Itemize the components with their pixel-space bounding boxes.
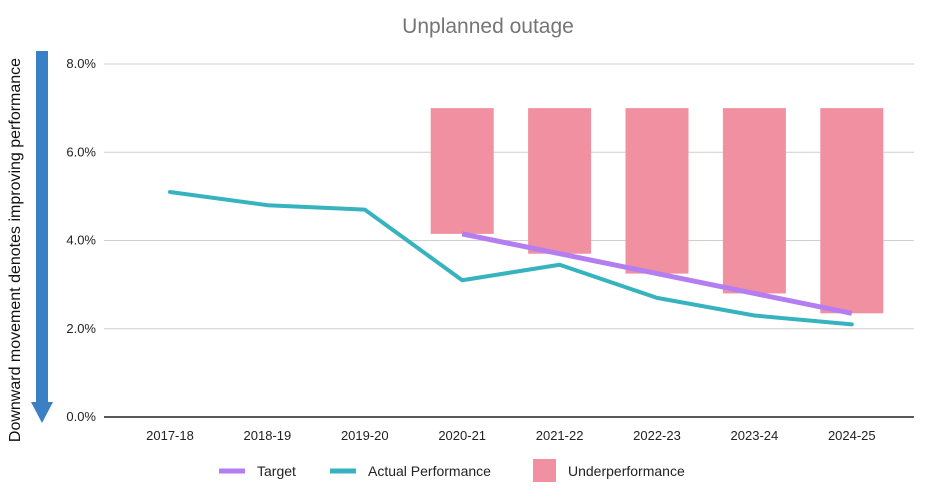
x-tick-label: 2021-22 <box>536 428 584 443</box>
x-tick-label: 2018-19 <box>244 428 292 443</box>
underperformance-bars <box>430 108 884 314</box>
chart-title: Unplanned outage <box>402 15 574 38</box>
underperformance-bar <box>820 108 884 314</box>
series-lines <box>168 189 854 327</box>
legend-label-actual: Actual Performance <box>368 463 491 479</box>
y-tick-label: 2.0% <box>66 321 96 336</box>
y-tick-label: 4.0% <box>66 233 96 248</box>
side-annotation: Downward movement denotes improving perf… <box>7 51 53 442</box>
y-tick-label: 0.0% <box>66 409 96 424</box>
x-axis-ticks: 2017-18 2018-19 2019-20 2020-21 2021-22 2022-… <box>146 428 876 443</box>
y-tick-label: 6.0% <box>66 144 96 159</box>
down-arrow-icon <box>31 402 53 423</box>
y-axis-ticks: 0.0% 2.0% 4.0% 6.0% 8.0% <box>66 56 96 424</box>
gridlines <box>104 63 914 330</box>
underperformance-bar <box>430 108 494 234</box>
actual-performance-line <box>168 189 854 327</box>
y-tick-label: 8.0% <box>66 56 96 71</box>
x-tick-label: 2017-18 <box>146 428 194 443</box>
x-tick-label: 2020-21 <box>438 428 486 443</box>
underperformance-bar <box>625 108 689 274</box>
legend: Target Actual Performance Underperformance <box>219 459 685 482</box>
side-annotation-label: Downward movement denotes improving perf… <box>7 58 24 442</box>
x-tick-label: 2024-25 <box>828 428 876 443</box>
underperformance-bar <box>528 108 592 254</box>
x-tick-label: 2019-20 <box>341 428 389 443</box>
x-tick-label: 2023-24 <box>731 428 779 443</box>
legend-label-underperformance: Underperformance <box>568 463 685 479</box>
arrow-shaft <box>36 51 48 403</box>
legend-swatch-underperformance <box>533 459 556 482</box>
legend-label-target: Target <box>257 463 296 479</box>
x-tick-label: 2022-23 <box>633 428 681 443</box>
target-line <box>461 231 853 316</box>
underperformance-bar <box>722 108 786 294</box>
